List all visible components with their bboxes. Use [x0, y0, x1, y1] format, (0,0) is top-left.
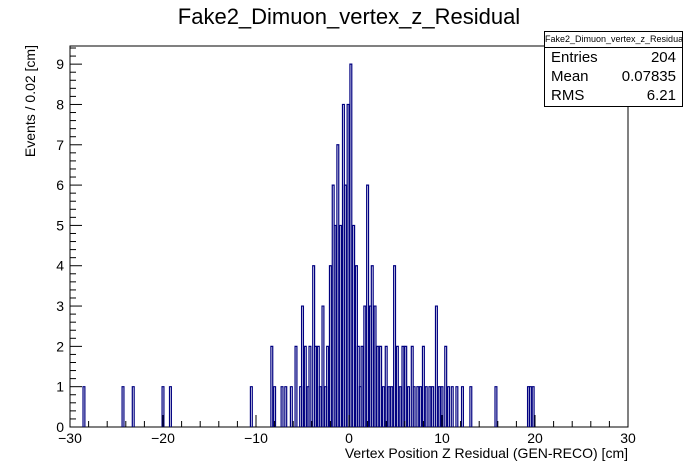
histogram-bin — [390, 386, 394, 427]
rms-label: RMS — [551, 87, 585, 104]
stats-box: Fake2_Dimuon_vertex_z_Residual Entries 2… — [544, 31, 683, 107]
y-tick-label: 6 — [56, 177, 64, 193]
histogram-bin — [280, 386, 284, 427]
histogram-bin — [494, 386, 498, 427]
histogram-bin — [131, 386, 135, 427]
histogram-bin — [294, 345, 298, 427]
histogram-bin — [393, 265, 397, 427]
histogram-bin — [460, 386, 464, 427]
histogram-bin — [379, 345, 383, 427]
histogram-bin — [446, 386, 451, 427]
histogram-bin — [431, 386, 435, 427]
stats-row-mean: Mean 0.07835 — [545, 67, 682, 86]
histogram-bin — [346, 103, 350, 427]
histogram-bin — [384, 345, 388, 427]
histogram-bin — [366, 184, 370, 427]
histogram-bin — [161, 386, 165, 427]
histogram-bin — [406, 386, 411, 427]
histogram-bin — [455, 386, 459, 427]
histogram-bin — [82, 386, 86, 427]
entries-value: 204 — [650, 49, 676, 66]
histogram-bin — [416, 386, 420, 427]
histogram-bin — [303, 345, 307, 427]
rms-value: 6.21 — [646, 87, 676, 104]
chart-title: Fake2_Dimuon_vertex_z_Residual — [177, 4, 521, 29]
y-axis-label: Events / 0.02 [cm] — [22, 45, 38, 157]
histogram-bin — [373, 305, 377, 427]
histogram-bin — [289, 386, 293, 427]
histogram-bin — [370, 265, 374, 427]
histogram-bin — [360, 345, 364, 427]
histogram-bin — [440, 386, 444, 427]
histogram-bin — [450, 386, 454, 427]
y-tick-label: 5 — [56, 217, 64, 233]
x-tick-label: 0 — [345, 430, 353, 446]
histogram-bin — [387, 386, 391, 427]
histogram-bin — [249, 386, 253, 427]
histogram-bin — [531, 386, 535, 427]
histogram-bin — [336, 144, 340, 427]
histogram-bin — [328, 265, 332, 427]
histogram-bin — [343, 184, 347, 427]
histogram-bin — [421, 345, 425, 427]
histogram-bin — [339, 224, 343, 427]
x-tick-label: 20 — [527, 430, 543, 446]
histogram-bins — [82, 63, 535, 427]
histogram-bin — [349, 63, 353, 427]
histogram-bin — [398, 386, 402, 427]
histogram-bin — [273, 386, 277, 427]
x-axis-label: Vertex Position Z Residual (GEN-RECO) [c… — [345, 445, 628, 461]
histogram-bin — [308, 345, 312, 427]
stats-box-title: Fake2_Dimuon_vertex_z_Residual — [545, 32, 682, 48]
histogram-bin — [444, 345, 448, 427]
histogram-bin — [419, 386, 423, 427]
y-axis: 0 1 2 3 4 5 6 7 8 9 — [56, 47, 82, 435]
stats-row-entries: Entries 204 — [545, 48, 682, 67]
y-tick-label: 0 — [56, 419, 64, 435]
histogram-bin — [401, 345, 405, 427]
histogram-bin — [318, 386, 322, 427]
histogram-bin — [121, 386, 125, 427]
histogram-bin — [424, 386, 428, 427]
histogram-bin — [352, 224, 356, 427]
y-tick-label: 7 — [56, 137, 64, 153]
y-tick-label: 1 — [56, 379, 64, 395]
histogram-bin — [326, 345, 330, 427]
x-tick-label: −20 — [151, 430, 175, 446]
histogram-bin — [300, 305, 305, 427]
x-tick-label: −10 — [244, 430, 268, 446]
histogram-bin — [270, 345, 274, 427]
histogram-bin — [333, 224, 337, 427]
histogram-bin — [412, 386, 416, 427]
histogram-bin — [404, 345, 408, 427]
y-tick-label: 8 — [56, 96, 64, 112]
stats-row-rms: RMS 6.21 — [545, 86, 682, 105]
histogram-bin — [381, 386, 385, 427]
histogram-bin — [321, 305, 325, 427]
y-tick-label: 2 — [56, 338, 64, 354]
histogram-bin — [528, 386, 532, 427]
y-tick-label: 3 — [56, 298, 64, 314]
histogram-bin — [284, 386, 288, 427]
x-tick-label: −30 — [58, 430, 82, 446]
x-tick-label: 10 — [434, 430, 450, 446]
histogram-bin — [469, 386, 473, 427]
histogram-bin — [434, 305, 438, 427]
histogram-bin — [428, 386, 432, 427]
y-tick-label: 9 — [56, 56, 64, 72]
y-tick-label: 4 — [56, 258, 64, 274]
histogram-bin — [168, 386, 172, 427]
x-tick-label: 30 — [620, 430, 636, 446]
mean-label: Mean — [551, 68, 589, 85]
x-axis: −30 −20 −10 0 10 20 30 — [58, 415, 636, 446]
histogram-bin — [363, 305, 367, 427]
histogram-bin — [437, 386, 441, 427]
histogram-bin — [395, 345, 399, 427]
mean-value: 0.07835 — [621, 68, 676, 85]
entries-label: Entries — [551, 49, 598, 66]
histogram-bin — [313, 345, 318, 427]
histogram-bin — [376, 345, 380, 427]
